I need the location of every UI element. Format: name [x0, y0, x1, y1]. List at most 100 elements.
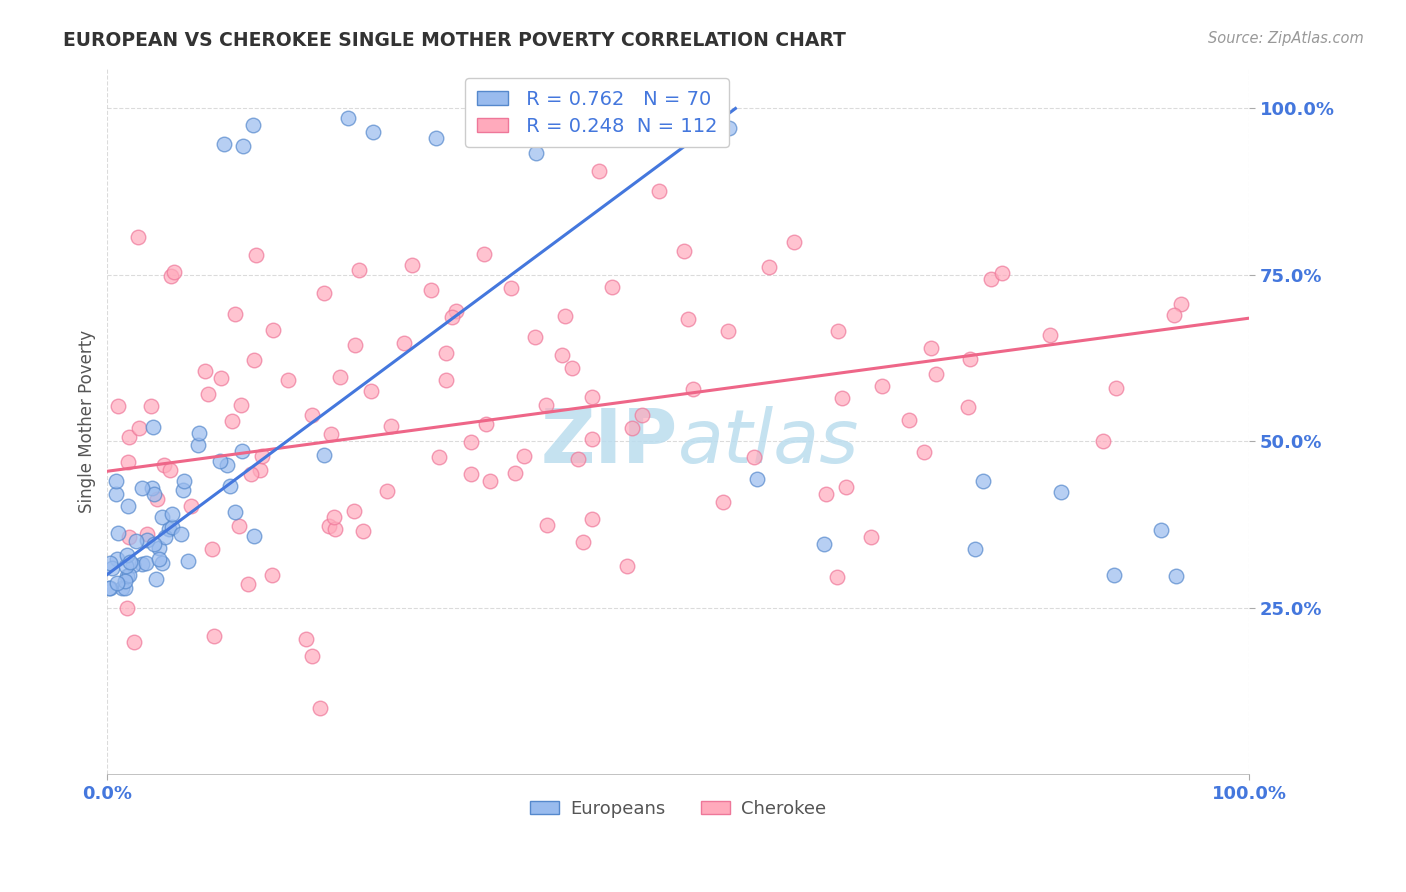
Point — [682, 382, 704, 396]
Point — [1039, 328, 1062, 343]
Point — [361, 125, 384, 139]
Point — [172, 483, 194, 498]
Legend: Europeans, Cherokee: Europeans, Cherokee — [523, 793, 834, 825]
Point — [554, 310, 576, 324]
Point — [249, 463, 271, 477]
Point — [560, 361, 582, 376]
Point — [142, 420, 165, 434]
Point — [224, 505, 246, 519]
Point — [920, 341, 942, 355]
Point — [472, 247, 495, 261]
Point — [343, 338, 366, 352]
Point — [105, 551, 128, 566]
Point — [672, 244, 695, 258]
Point — [815, 487, 838, 501]
Point — [111, 581, 134, 595]
Point — [117, 499, 139, 513]
Point — [217, 458, 239, 472]
Point — [122, 558, 145, 572]
Point — [499, 281, 522, 295]
Point — [401, 259, 423, 273]
Point — [1164, 569, 1187, 583]
Point — [745, 472, 768, 486]
Point — [97, 581, 120, 595]
Point — [157, 522, 180, 536]
Point — [202, 629, 225, 643]
Point — [710, 104, 733, 119]
Point — [209, 371, 232, 385]
Point — [425, 131, 447, 145]
Point — [118, 430, 141, 444]
Point — [118, 568, 141, 582]
Point — [329, 369, 352, 384]
Point — [142, 487, 165, 501]
Point — [343, 504, 366, 518]
Point — [427, 450, 450, 465]
Point — [434, 373, 457, 387]
Point — [1170, 297, 1192, 311]
Point — [827, 324, 849, 338]
Point — [991, 266, 1014, 280]
Point — [534, 398, 557, 412]
Point — [117, 455, 139, 469]
Point — [117, 548, 139, 562]
Point — [105, 487, 128, 501]
Point — [956, 400, 979, 414]
Point — [309, 700, 332, 714]
Point — [188, 426, 211, 441]
Point — [194, 364, 217, 378]
Point — [176, 554, 198, 568]
Point — [221, 414, 243, 428]
Point — [250, 449, 273, 463]
Point — [758, 260, 780, 274]
Point — [173, 474, 195, 488]
Point — [831, 391, 853, 405]
Point — [135, 527, 157, 541]
Point — [115, 568, 138, 582]
Point — [676, 312, 699, 326]
Point — [236, 576, 259, 591]
Point — [835, 480, 858, 494]
Point — [631, 408, 654, 422]
Point — [219, 479, 242, 493]
Point — [475, 417, 498, 432]
Point — [143, 536, 166, 550]
Point — [145, 572, 167, 586]
Point — [105, 575, 128, 590]
Point — [588, 164, 610, 178]
Point — [1102, 568, 1125, 582]
Point — [242, 118, 264, 132]
Point — [347, 263, 370, 277]
Point — [337, 111, 360, 125]
Point — [245, 247, 267, 261]
Point — [912, 444, 935, 458]
Text: ZIP: ZIP — [541, 406, 678, 479]
Point — [162, 264, 184, 278]
Point — [571, 122, 593, 136]
Point — [375, 483, 398, 498]
Point — [478, 474, 501, 488]
Point — [160, 519, 183, 533]
Point — [360, 384, 382, 398]
Point — [567, 451, 589, 466]
Point — [242, 353, 264, 368]
Point — [135, 556, 157, 570]
Point — [1105, 381, 1128, 395]
Point — [925, 367, 948, 381]
Point — [314, 285, 336, 300]
Point — [813, 537, 835, 551]
Point — [742, 450, 765, 465]
Point — [783, 235, 806, 249]
Point — [153, 530, 176, 544]
Point — [187, 438, 209, 452]
Point — [232, 139, 254, 153]
Point — [107, 526, 129, 541]
Text: Source: ZipAtlas.com: Source: ZipAtlas.com — [1208, 31, 1364, 46]
Point — [972, 474, 994, 488]
Point — [963, 541, 986, 556]
Point — [581, 432, 603, 446]
Point — [153, 458, 176, 472]
Point — [197, 386, 219, 401]
Text: EUROPEAN VS CHEROKEE SINGLE MOTHER POVERTY CORRELATION CHART: EUROPEAN VS CHEROKEE SINGLE MOTHER POVER… — [63, 31, 846, 50]
Point — [107, 400, 129, 414]
